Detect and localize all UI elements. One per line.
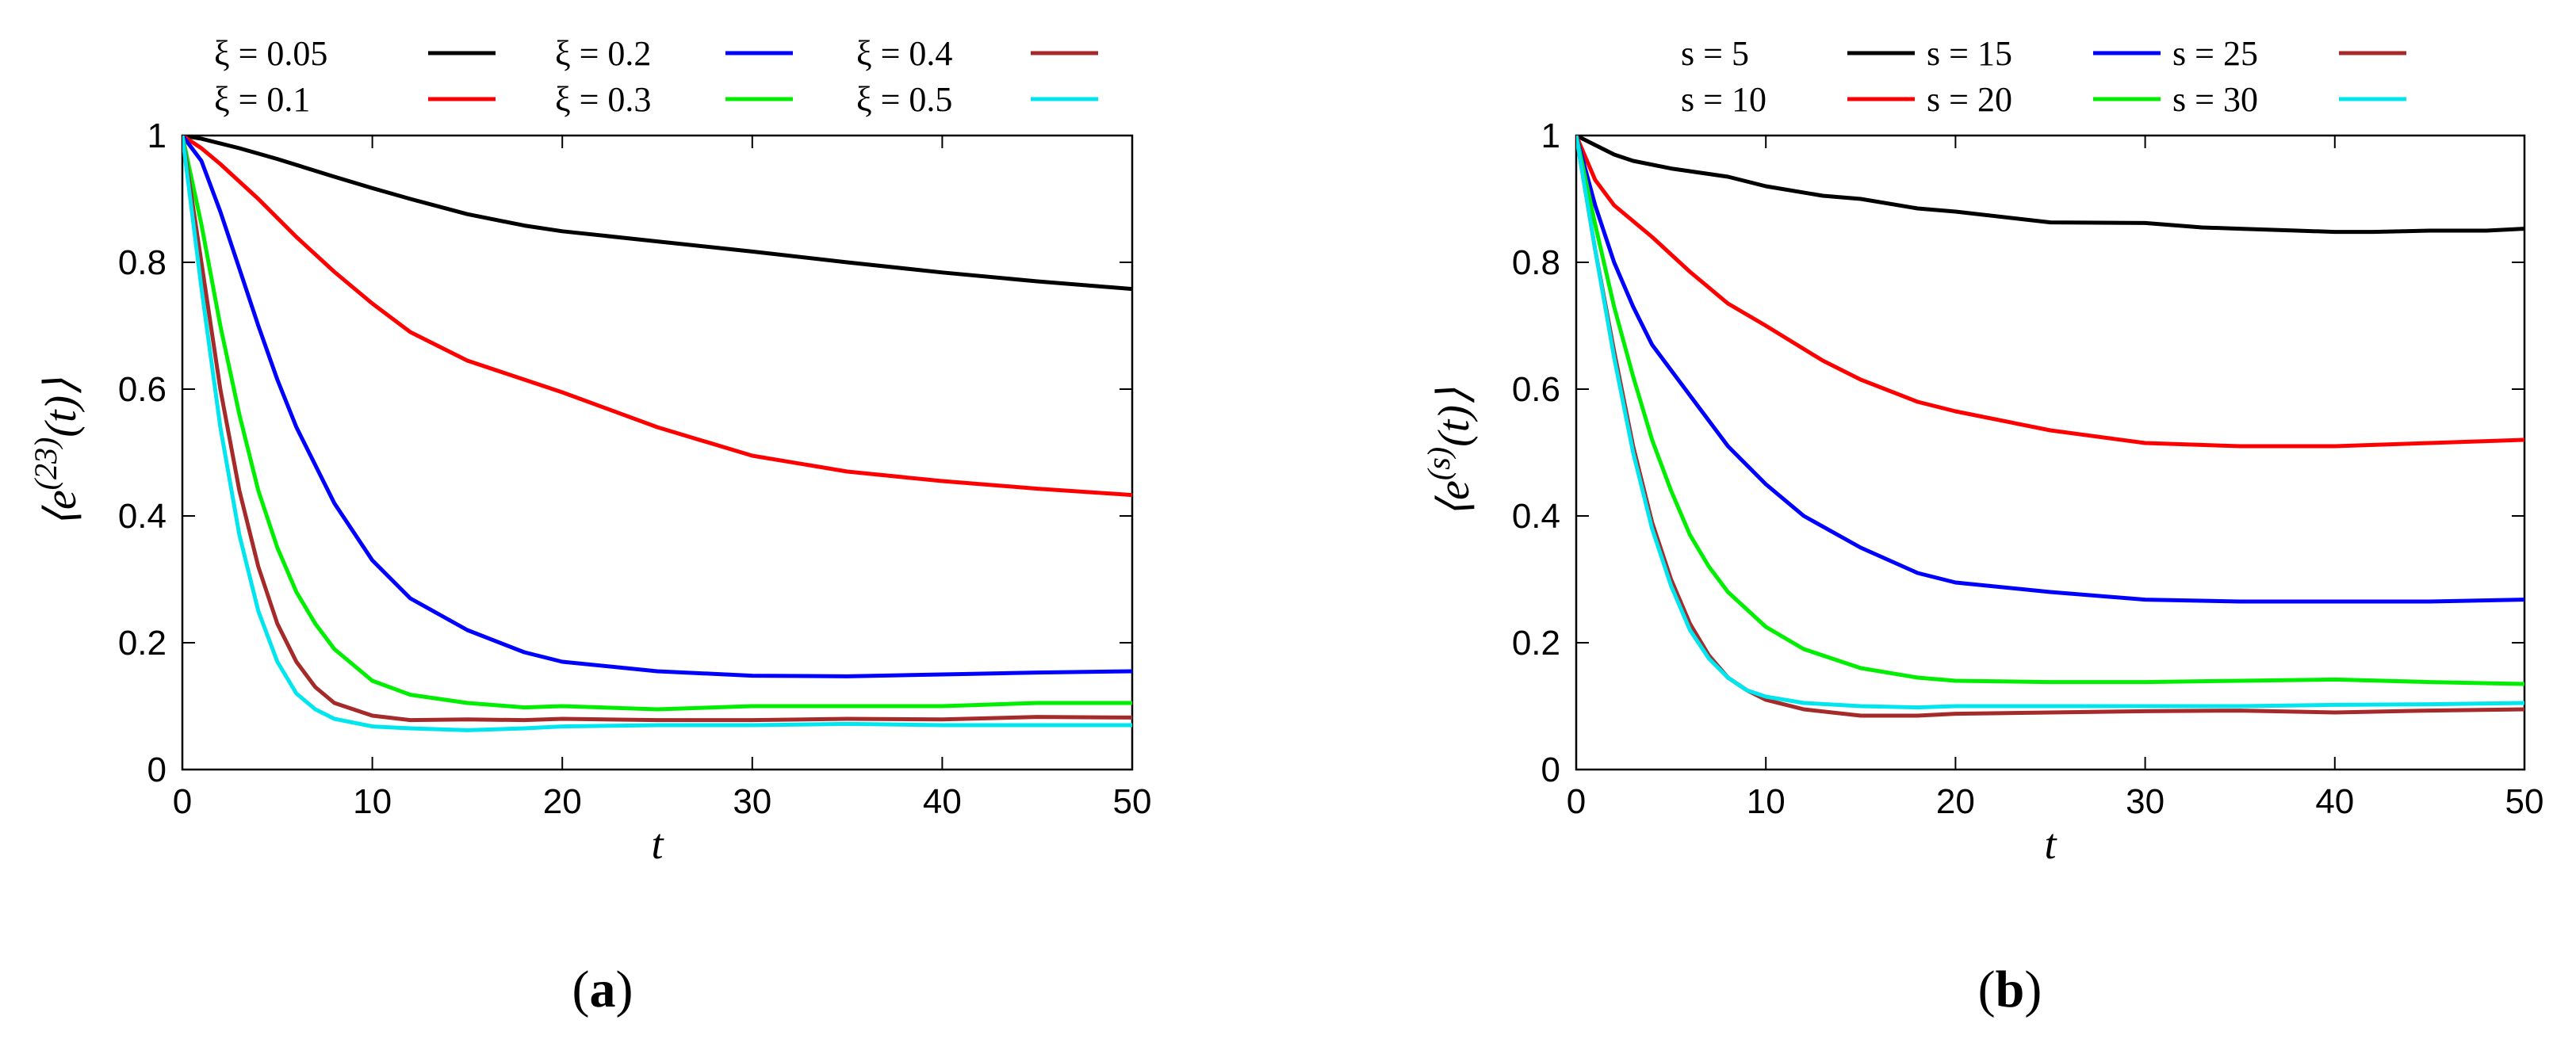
plot-frame <box>181 134 1134 771</box>
panel-caption-close: ) <box>616 961 633 1018</box>
y-tick-label: 1 <box>147 117 167 155</box>
chart-panel-a: 0 10 20 30 40 50 0 0.2 0.4 0.6 0.8 1 t ⟨e(23)(t)⟩ ξ = … <box>28 34 1151 1018</box>
y-tick-label: 0.6 <box>118 370 167 409</box>
x-tick-label: 0 <box>1567 782 1586 821</box>
legend-label: s = 10 <box>1681 80 1766 119</box>
series-line-3 <box>182 136 1132 678</box>
y-tick-label: 0 <box>1541 751 1560 789</box>
panel-caption: (a) <box>572 961 633 1018</box>
legend-label: ξ = 0.5 <box>856 80 952 119</box>
series-line-4 <box>1576 136 2524 686</box>
y-axis-label-tail: (t)⟩ <box>36 378 86 437</box>
y-axis-label-superscript: (23) <box>28 437 63 491</box>
x-tick-label: 30 <box>733 782 771 821</box>
y-tick-label: 0.8 <box>1512 243 1560 282</box>
series-line-3 <box>1576 136 2524 604</box>
x-tick-label: 50 <box>1113 782 1152 821</box>
series-line-6 <box>1576 136 2524 710</box>
series-line-4 <box>182 136 1132 712</box>
panel-caption-letter: a <box>590 961 616 1018</box>
series-line-1 <box>182 136 1132 292</box>
y-tick-label: 0.8 <box>118 243 167 282</box>
legend-label: s = 25 <box>2172 34 2258 73</box>
series-line-1 <box>1576 136 2524 235</box>
x-tick-label: 50 <box>2505 782 2544 821</box>
y-tick-label: 0.4 <box>1512 497 1560 536</box>
y-tick-label: 1 <box>1541 117 1560 155</box>
plot-frame <box>1575 134 2526 771</box>
legend-label: s = 5 <box>1681 34 1749 73</box>
y-tick-label: 0.2 <box>118 624 167 663</box>
y-tick-label: 0.2 <box>1512 624 1560 663</box>
x-tick-label: 20 <box>1936 782 1975 821</box>
x-axis-label: t <box>2044 820 2057 868</box>
series-line-6 <box>182 136 1132 732</box>
legend-label: ξ = 0.3 <box>555 80 651 119</box>
legend-label: s = 30 <box>2172 80 2258 119</box>
y-axis-label-base: ⟨e <box>1430 480 1479 518</box>
legend-label: s = 15 <box>1927 34 2012 73</box>
y-axis-label: ⟨e(s)(t)⟩ <box>1421 388 1479 518</box>
series-line-2 <box>182 136 1132 498</box>
panel-caption-close: ) <box>2024 961 2042 1018</box>
panel-caption: (b) <box>1978 961 2042 1018</box>
x-tick-label: 0 <box>173 782 192 821</box>
y-axis-label-superscript: (s) <box>1421 447 1456 480</box>
legend-label: s = 20 <box>1927 80 2012 119</box>
x-axis-label: t <box>651 820 664 868</box>
chart-panel-b: 0 10 20 30 40 50 0 0.2 0.4 0.6 0.8 1 t ⟨e(s)(t)⟩ s = 5… <box>1421 34 2543 1018</box>
legend-label: ξ = 0.2 <box>555 34 651 73</box>
series-line-5 <box>182 136 1132 723</box>
x-tick-label: 10 <box>353 782 392 821</box>
legend-label: ξ = 0.1 <box>214 80 310 119</box>
x-tick-label: 40 <box>2315 782 2354 821</box>
x-tick-label: 20 <box>543 782 582 821</box>
y-tick-label: 0.4 <box>118 497 167 536</box>
y-tick-label: 0.6 <box>1512 370 1560 409</box>
legend-label: ξ = 0.05 <box>214 34 327 73</box>
y-axis-label: ⟨e(23)(t)⟩ <box>28 378 86 527</box>
y-tick-label: 0 <box>147 751 167 789</box>
panel-caption-open: ( <box>1978 961 1996 1018</box>
x-tick-label: 40 <box>923 782 962 821</box>
panel-caption-open: ( <box>572 961 590 1018</box>
y-axis-label-base: ⟨e <box>36 490 86 527</box>
x-tick-label: 10 <box>1747 782 1786 821</box>
series-line-2 <box>1576 136 2524 449</box>
y-axis-label-tail: (t)⟩ <box>1430 388 1479 447</box>
panel-caption-letter: b <box>1996 961 2025 1018</box>
legend-label: ξ = 0.4 <box>856 34 952 73</box>
x-tick-label: 30 <box>2126 782 2165 821</box>
